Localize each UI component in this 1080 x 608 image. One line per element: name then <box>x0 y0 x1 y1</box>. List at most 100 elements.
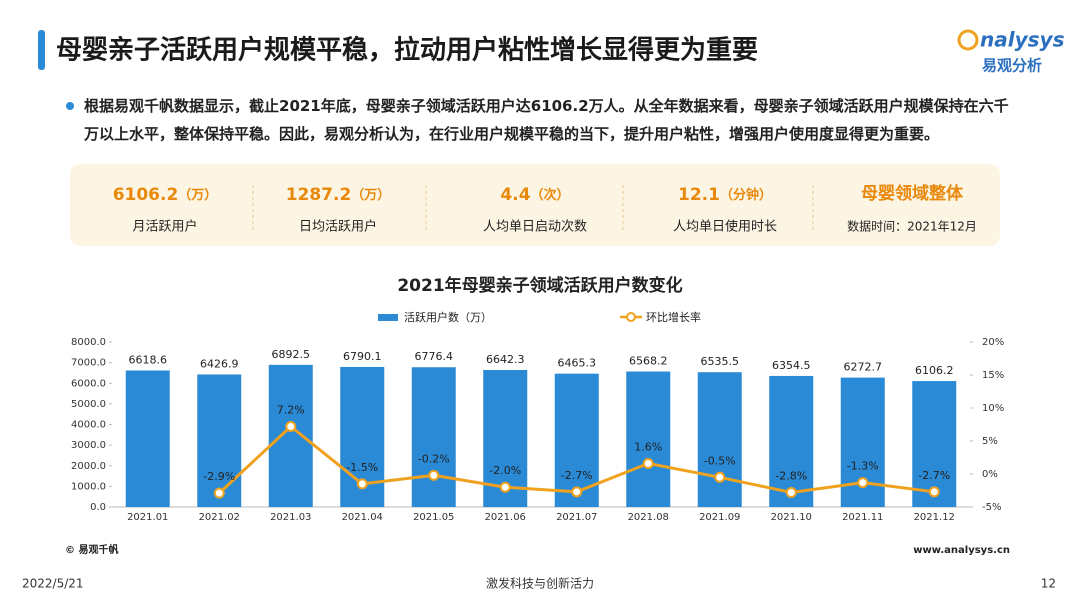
x-tick-label: 2021.02 <box>199 512 240 523</box>
x-tick-label: 2021.06 <box>485 512 526 523</box>
legend-label: 活跃用户数（万） <box>404 310 492 324</box>
x-tick-label: 2021.12 <box>914 512 955 523</box>
line-label: -2.0% <box>489 464 521 477</box>
stat-number: 6106.2 <box>113 185 179 205</box>
website: www.analysys.cn <box>913 545 1010 556</box>
bar-label: 6790.1 <box>343 350 382 363</box>
line-point <box>213 487 225 499</box>
y2-tick-label: 20% <box>982 337 1004 348</box>
bar-label: 6535.5 <box>701 355 740 368</box>
stat-unit: （万） <box>351 187 390 203</box>
stat-unit: （次） <box>531 187 570 203</box>
line-label: -2.9% <box>203 470 235 483</box>
line-point <box>642 457 654 469</box>
y2-tick-label: 15% <box>982 370 1004 381</box>
x-tick-label: 2021.07 <box>556 512 597 523</box>
logo-sub: 易观分析 <box>982 57 1042 75</box>
bar-label: 6776.4 <box>415 350 454 363</box>
bar-label: 6618.6 <box>129 353 168 366</box>
bar <box>912 381 957 507</box>
stat-value: 6106.2（万） <box>113 185 218 205</box>
footer-date: 2022/5/21 <box>22 577 84 591</box>
stat-label: 人均单日启动次数 <box>483 219 587 235</box>
line-point <box>857 477 869 489</box>
x-tick-label: 2021.03 <box>270 512 311 523</box>
line-point <box>499 481 511 493</box>
legend-swatch <box>378 314 398 321</box>
line-point <box>356 478 368 490</box>
stat-value: 1287.2（万） <box>286 185 391 205</box>
line-label: -2.8% <box>775 469 807 482</box>
stat-number: 1287.2 <box>286 185 352 205</box>
logo-name: nalysys <box>980 28 1065 52</box>
line-label: 1.6% <box>634 440 662 453</box>
x-tick-label: 2021.01 <box>127 512 168 523</box>
line-label: -1.5% <box>346 461 378 474</box>
y-tick-label: 4000.0 <box>71 420 106 431</box>
line-point <box>785 486 797 498</box>
y-tick-label: 7000.0 <box>71 358 106 369</box>
bar-label: 6568.2 <box>629 355 668 368</box>
stat-number: 12.1 <box>678 185 720 205</box>
logo-mark <box>957 29 979 51</box>
bar <box>197 374 242 507</box>
footer-slogan: 激发科技与创新活力 <box>486 576 594 591</box>
x-tick-label: 2021.05 <box>413 512 454 523</box>
stat-number: 4.4 <box>500 185 530 205</box>
y2-tick-label: -5% <box>982 502 1001 513</box>
line-label: -2.7% <box>561 469 593 482</box>
y-tick-label: 2000.0 <box>71 461 106 472</box>
bar <box>769 375 814 507</box>
x-tick-label: 2021.11 <box>842 512 883 523</box>
chart-title: 2021年母婴亲子领域活跃用户数变化 <box>397 275 682 296</box>
stat-label: 日均活跃用户 <box>299 219 377 235</box>
bar-label: 6642.3 <box>486 353 525 366</box>
y-tick-label: 3000.0 <box>71 440 106 451</box>
stat-value: 4.4（次） <box>500 185 569 205</box>
bar-label: 6106.2 <box>915 364 954 377</box>
bar-label: 6465.3 <box>558 357 597 370</box>
slide-title: 母婴亲子活跃用户规模平稳，拉动用户粘性增长显得更为重要 <box>56 35 758 66</box>
bar <box>626 371 671 507</box>
line-point <box>928 486 940 498</box>
bar <box>697 372 742 507</box>
scope-title: 母婴领域整体 <box>861 183 964 204</box>
stat-unit: （分钟） <box>720 187 772 203</box>
y2-tick-label: 5% <box>982 436 998 447</box>
page-number: 12 <box>1041 577 1056 591</box>
y2-tick-label: 0% <box>982 469 998 480</box>
stat-label: 月活跃用户 <box>132 219 197 235</box>
line-point <box>714 471 726 483</box>
stat-value: 12.1（分钟） <box>678 185 772 205</box>
legend-swatch-dot <box>626 312 636 322</box>
x-tick-label: 2021.08 <box>628 512 669 523</box>
bar <box>411 367 456 507</box>
scope-note: 数据时间：2021年12月 <box>847 219 977 234</box>
legend-label: 环比增长率 <box>646 310 701 324</box>
x-tick-label: 2021.10 <box>771 512 812 523</box>
y-tick-label: 5000.0 <box>71 399 106 410</box>
y-tick-label: 1000.0 <box>71 481 106 492</box>
line-label: -0.2% <box>418 452 450 465</box>
bullet-text: 根据易观千帆数据显示，截止2021年底，母婴亲子领域活跃用户达6106.2万人。… <box>84 97 1009 143</box>
y-tick-label: 0.0 <box>90 502 106 513</box>
bar <box>268 364 313 507</box>
line-point <box>428 469 440 481</box>
stat-label: 人均单日使用时长 <box>673 219 777 235</box>
bullet-dot <box>66 102 74 110</box>
title-accent <box>38 30 45 70</box>
bar-label: 6892.5 <box>272 348 311 361</box>
line-label: -0.5% <box>704 454 736 467</box>
line-point <box>285 420 297 432</box>
stat-unit: （万） <box>178 187 217 203</box>
bar <box>125 370 170 507</box>
stats-box <box>70 164 1000 246</box>
bar-label: 6426.9 <box>200 357 239 370</box>
line-point <box>571 486 583 498</box>
source: © 易观千帆 <box>65 543 118 556</box>
line-label: -2.7% <box>918 469 950 482</box>
x-tick-label: 2021.04 <box>342 512 383 523</box>
line-label: 7.2% <box>277 403 305 416</box>
y-tick-label: 8000.0 <box>71 337 106 348</box>
